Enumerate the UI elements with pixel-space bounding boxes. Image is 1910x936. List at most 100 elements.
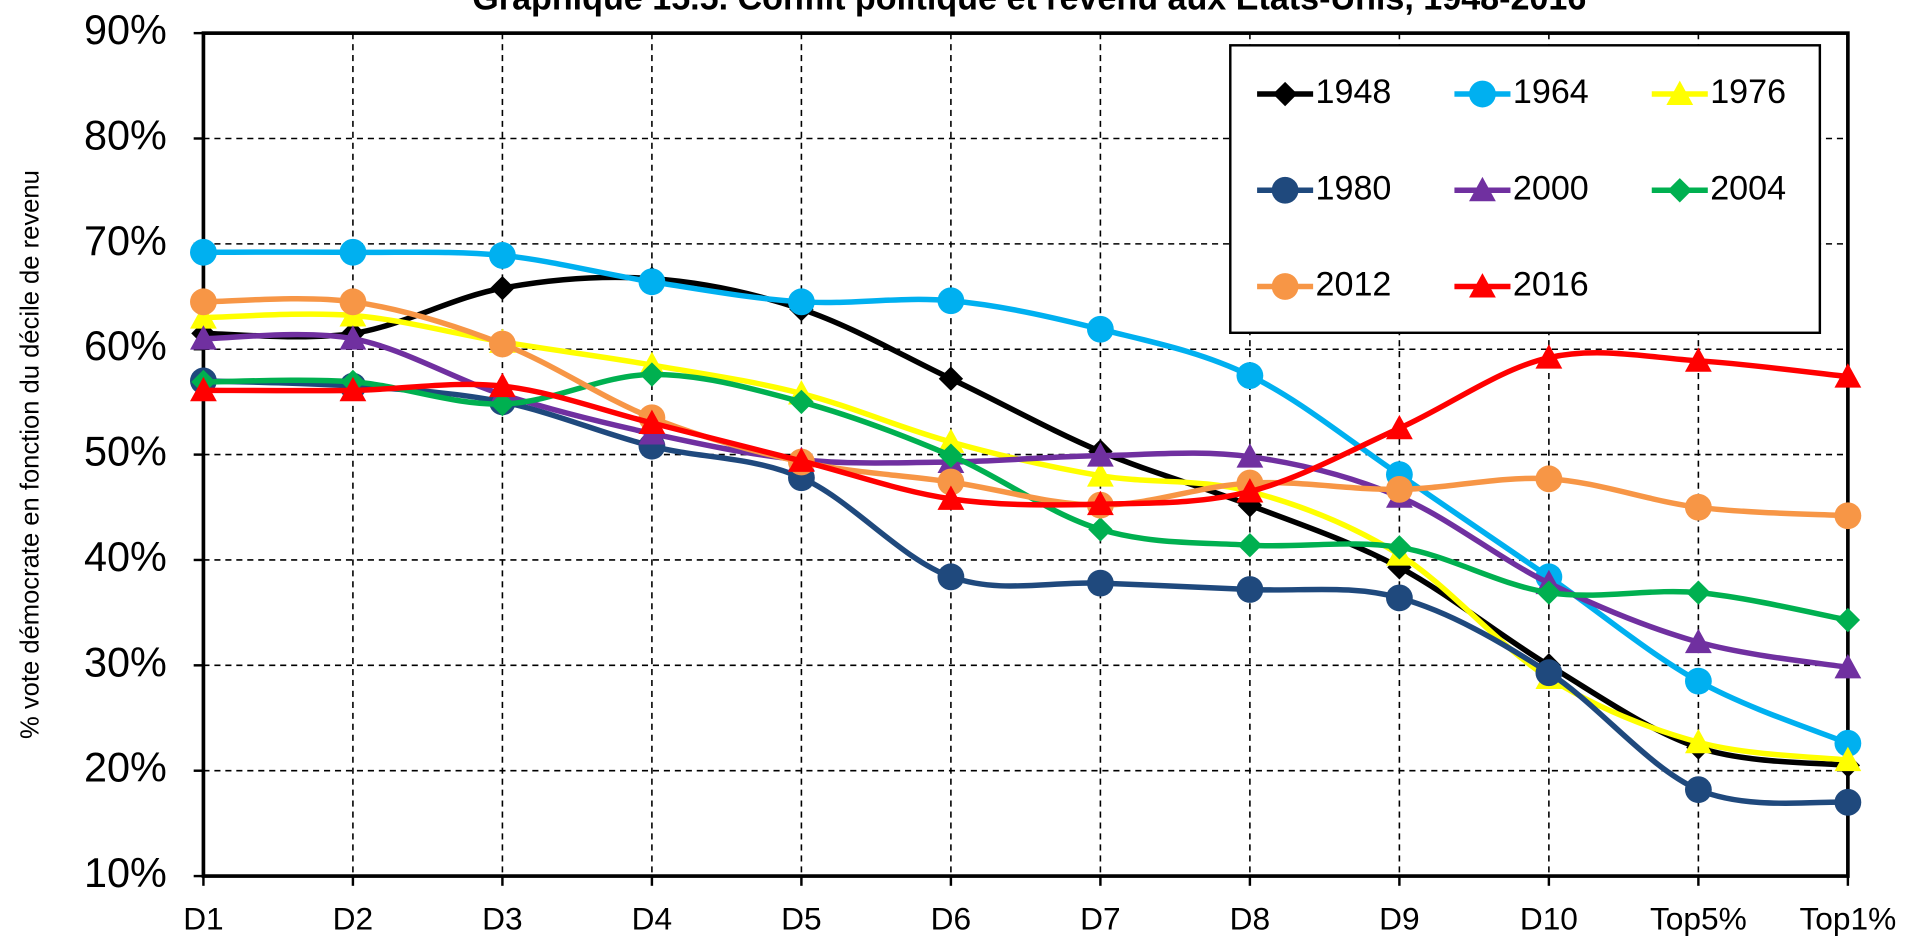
legend-label: 1976: [1710, 73, 1786, 111]
marker: [190, 304, 217, 329]
legend-label: 1964: [1513, 73, 1589, 111]
marker: [1271, 273, 1299, 300]
y-tick-label: 90%: [84, 7, 167, 53]
marker: [190, 288, 217, 316]
series-line: [203, 331, 1849, 671]
marker: [1684, 493, 1712, 521]
x-tick-label: D5: [781, 900, 821, 936]
marker: [1686, 580, 1711, 605]
series-line: [203, 311, 1849, 763]
marker: [1834, 729, 1862, 757]
marker: [1237, 533, 1263, 558]
legend-label: 2000: [1513, 169, 1589, 207]
marker: [938, 366, 964, 391]
marker: [339, 288, 367, 316]
y-tick-label: 80%: [84, 112, 167, 158]
x-tick-label: D2: [333, 900, 373, 936]
marker: [1834, 746, 1862, 772]
marker: [1684, 776, 1712, 804]
marker: [339, 325, 367, 350]
marker: [1535, 344, 1563, 369]
marker: [937, 563, 965, 591]
y-tick-label: 60%: [84, 323, 167, 369]
marker: [1271, 176, 1299, 204]
y-tick-label: 30%: [84, 639, 167, 685]
x-tick-label: D9: [1379, 900, 1419, 936]
x-tick-label: D3: [482, 900, 522, 936]
legend-box: [1229, 44, 1822, 335]
marker: [937, 287, 965, 315]
marker: [1387, 555, 1412, 580]
marker: [1535, 465, 1563, 493]
series-line: [203, 350, 1849, 508]
marker: [1834, 654, 1862, 679]
marker: [1086, 462, 1114, 487]
y-tick-label: 70%: [84, 218, 167, 264]
marker: [490, 391, 515, 417]
marker: [1536, 580, 1562, 605]
marker: [1236, 443, 1264, 468]
marker: [788, 288, 815, 316]
marker: [1385, 414, 1413, 440]
marker: [788, 447, 815, 472]
marker: [1684, 347, 1712, 372]
x-tick-label: D10: [1520, 900, 1578, 936]
marker: [1834, 788, 1862, 816]
marker: [190, 376, 217, 402]
y-tick-label: 40%: [84, 534, 167, 580]
marker: [1236, 362, 1264, 389]
chart-title: Graphique 15.5. Conflit politique et rev…: [472, 0, 1586, 17]
y-tick-label: 10%: [84, 850, 167, 896]
marker: [937, 428, 965, 453]
legend-label: 1948: [1316, 73, 1392, 111]
marker: [1236, 576, 1264, 603]
y-tick-label: 50%: [84, 429, 167, 475]
x-tick-label: Top1%: [1799, 900, 1896, 936]
series-line: [203, 274, 1849, 769]
marker: [190, 325, 217, 350]
x-tick-label: D7: [1080, 900, 1120, 936]
marker: [1272, 81, 1298, 107]
legend-label: 2016: [1513, 266, 1589, 304]
x-tick-label: Top5%: [1650, 900, 1747, 936]
marker: [1469, 176, 1496, 202]
plot-frame: [201, 31, 1850, 878]
marker: [1086, 490, 1114, 516]
marker: [938, 443, 964, 468]
marker: [190, 238, 217, 266]
marker: [1086, 315, 1114, 343]
marker: [1469, 273, 1496, 298]
marker: [490, 275, 515, 301]
marker: [937, 468, 965, 496]
marker: [638, 268, 666, 296]
marker: [489, 372, 516, 398]
y-axis-label: % vote démocrate en fonction du décile d…: [16, 170, 44, 739]
marker: [639, 362, 665, 387]
legend-label: 2012: [1316, 266, 1392, 304]
legend-label: 2004: [1710, 169, 1786, 207]
marker: [1835, 607, 1861, 633]
series-line: [203, 378, 1849, 807]
marker: [1086, 442, 1114, 467]
marker: [1535, 659, 1563, 687]
x-tick-label: D1: [183, 900, 223, 936]
marker: [1834, 363, 1862, 388]
series-line: [203, 295, 1849, 519]
marker: [1684, 628, 1712, 654]
marker: [1387, 535, 1412, 560]
legend-label: 1980: [1316, 169, 1392, 207]
marker: [1666, 80, 1694, 106]
marker: [1469, 80, 1496, 108]
marker: [489, 330, 516, 358]
marker: [1684, 667, 1712, 695]
marker: [1088, 517, 1113, 542]
marker: [339, 376, 367, 402]
y-tick-label: 20%: [84, 745, 167, 791]
legend: 1948 1964 1976 1980 2000 2004 2012 2016: [1229, 44, 1822, 335]
marker: [1086, 569, 1114, 597]
marker: [937, 485, 965, 510]
x-tick-label: D8: [1230, 900, 1270, 936]
marker: [489, 242, 516, 269]
